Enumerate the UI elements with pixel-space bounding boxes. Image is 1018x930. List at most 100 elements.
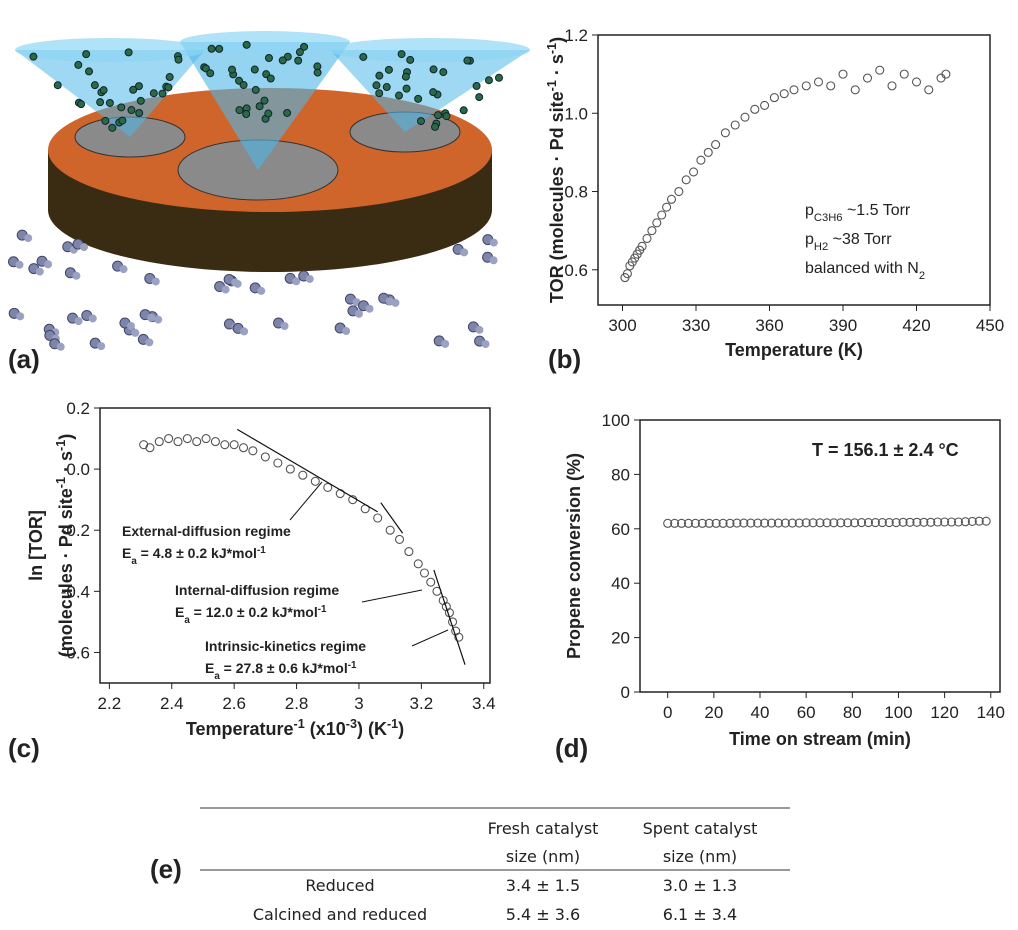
molecule bbox=[257, 286, 266, 295]
data-point bbox=[829, 518, 839, 528]
data-point bbox=[394, 534, 405, 544]
table-cell: 3.4 ± 1.5 bbox=[506, 876, 580, 895]
x-tick-label: 2.2 bbox=[98, 694, 122, 713]
data-point bbox=[335, 489, 345, 499]
data-point bbox=[967, 516, 977, 527]
data-point bbox=[164, 434, 174, 444]
text-part: p bbox=[805, 202, 814, 219]
molecule bbox=[397, 50, 406, 59]
data-point bbox=[946, 517, 957, 527]
text-part: -1 bbox=[257, 545, 266, 556]
molecule bbox=[29, 52, 38, 61]
panel-label: (d) bbox=[555, 733, 588, 763]
text-part: = 27.8 ± 0.6 kJ*mol bbox=[220, 660, 348, 676]
molecule bbox=[489, 238, 498, 247]
molecule bbox=[72, 271, 81, 280]
molecule bbox=[15, 260, 24, 269]
molecule bbox=[385, 297, 394, 306]
molecule bbox=[406, 55, 415, 64]
molecule bbox=[24, 234, 33, 243]
x-tick-label: 420 bbox=[902, 316, 930, 335]
molecule bbox=[300, 42, 309, 51]
molecule bbox=[375, 71, 384, 80]
molecule bbox=[372, 81, 381, 90]
data-point bbox=[674, 186, 684, 197]
x-tick-label: 450 bbox=[976, 316, 1004, 335]
molecule bbox=[97, 342, 106, 351]
y-tick-label: 40 bbox=[611, 574, 630, 593]
data-point bbox=[690, 518, 700, 528]
text-part: ~1.5 Torr bbox=[843, 202, 911, 219]
x-tick-label: 330 bbox=[682, 316, 710, 335]
annotation: T = 156.1 ± 2.4 °C bbox=[812, 440, 959, 460]
molecule bbox=[221, 285, 230, 294]
molecule bbox=[135, 108, 144, 117]
molecule bbox=[206, 69, 215, 78]
fit-line bbox=[236, 428, 378, 513]
molecule bbox=[53, 81, 62, 90]
molecule bbox=[463, 56, 472, 65]
molecule bbox=[134, 82, 143, 91]
y-tick-label: -0.6 bbox=[61, 643, 90, 662]
plot-frame bbox=[639, 419, 1001, 693]
molecule bbox=[264, 109, 273, 118]
data-point bbox=[898, 517, 908, 527]
data-point bbox=[229, 440, 239, 450]
data-point bbox=[905, 517, 915, 527]
leader-line bbox=[289, 481, 323, 521]
data-point bbox=[173, 437, 183, 447]
molecule bbox=[108, 123, 117, 132]
data-point bbox=[696, 155, 706, 165]
data-point bbox=[697, 518, 707, 528]
data-point bbox=[941, 69, 951, 79]
data-point bbox=[657, 210, 667, 220]
molecule bbox=[99, 86, 108, 95]
molecule bbox=[56, 342, 65, 351]
data-point bbox=[822, 518, 832, 528]
molecule bbox=[129, 85, 138, 94]
x-tick-label: 3.4 bbox=[472, 694, 496, 713]
data-point bbox=[746, 518, 756, 528]
data-point bbox=[815, 518, 825, 528]
data-point bbox=[248, 446, 258, 456]
cone-top bbox=[330, 38, 530, 62]
y-tick-label: 0.2 bbox=[66, 399, 90, 418]
molecule bbox=[74, 60, 83, 69]
data-point bbox=[899, 69, 909, 79]
text-part: (molecules · Pd site bbox=[56, 488, 76, 657]
molecule bbox=[414, 94, 423, 103]
data-point bbox=[683, 518, 694, 528]
molecule bbox=[154, 315, 163, 324]
molecule bbox=[147, 313, 156, 322]
data-point bbox=[201, 434, 211, 444]
data-point bbox=[856, 517, 867, 528]
molecule bbox=[35, 267, 44, 276]
data-point bbox=[801, 81, 811, 91]
data-point bbox=[862, 73, 873, 83]
molecule bbox=[283, 108, 292, 117]
x-tick-label: 2.8 bbox=[285, 694, 309, 713]
data-point bbox=[750, 104, 760, 114]
data-point bbox=[766, 518, 777, 528]
y-tick-label: 20 bbox=[611, 629, 630, 648]
data-point bbox=[676, 518, 687, 528]
molecule bbox=[240, 327, 249, 336]
data-point bbox=[836, 518, 846, 528]
y-tick-label: 1.0 bbox=[564, 104, 588, 123]
text-part: C3H6 bbox=[814, 212, 843, 224]
cone-top bbox=[15, 38, 205, 62]
data-point bbox=[912, 517, 922, 527]
data-point bbox=[404, 547, 414, 557]
molecule bbox=[264, 54, 273, 63]
y-tick-label: 0.8 bbox=[564, 183, 588, 202]
molecule bbox=[124, 48, 133, 57]
fit-line bbox=[380, 502, 404, 534]
data-point bbox=[454, 632, 464, 642]
data-point bbox=[238, 443, 249, 453]
y-tick-label: 0.6 bbox=[564, 261, 588, 280]
leader-line bbox=[411, 629, 449, 647]
molecule bbox=[402, 84, 411, 93]
data-point bbox=[323, 482, 333, 492]
molecule bbox=[131, 328, 140, 337]
text-part: -1 bbox=[545, 43, 559, 54]
